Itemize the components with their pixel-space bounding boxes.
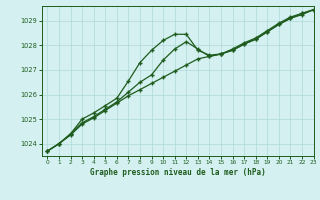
X-axis label: Graphe pression niveau de la mer (hPa): Graphe pression niveau de la mer (hPa) <box>90 168 266 177</box>
